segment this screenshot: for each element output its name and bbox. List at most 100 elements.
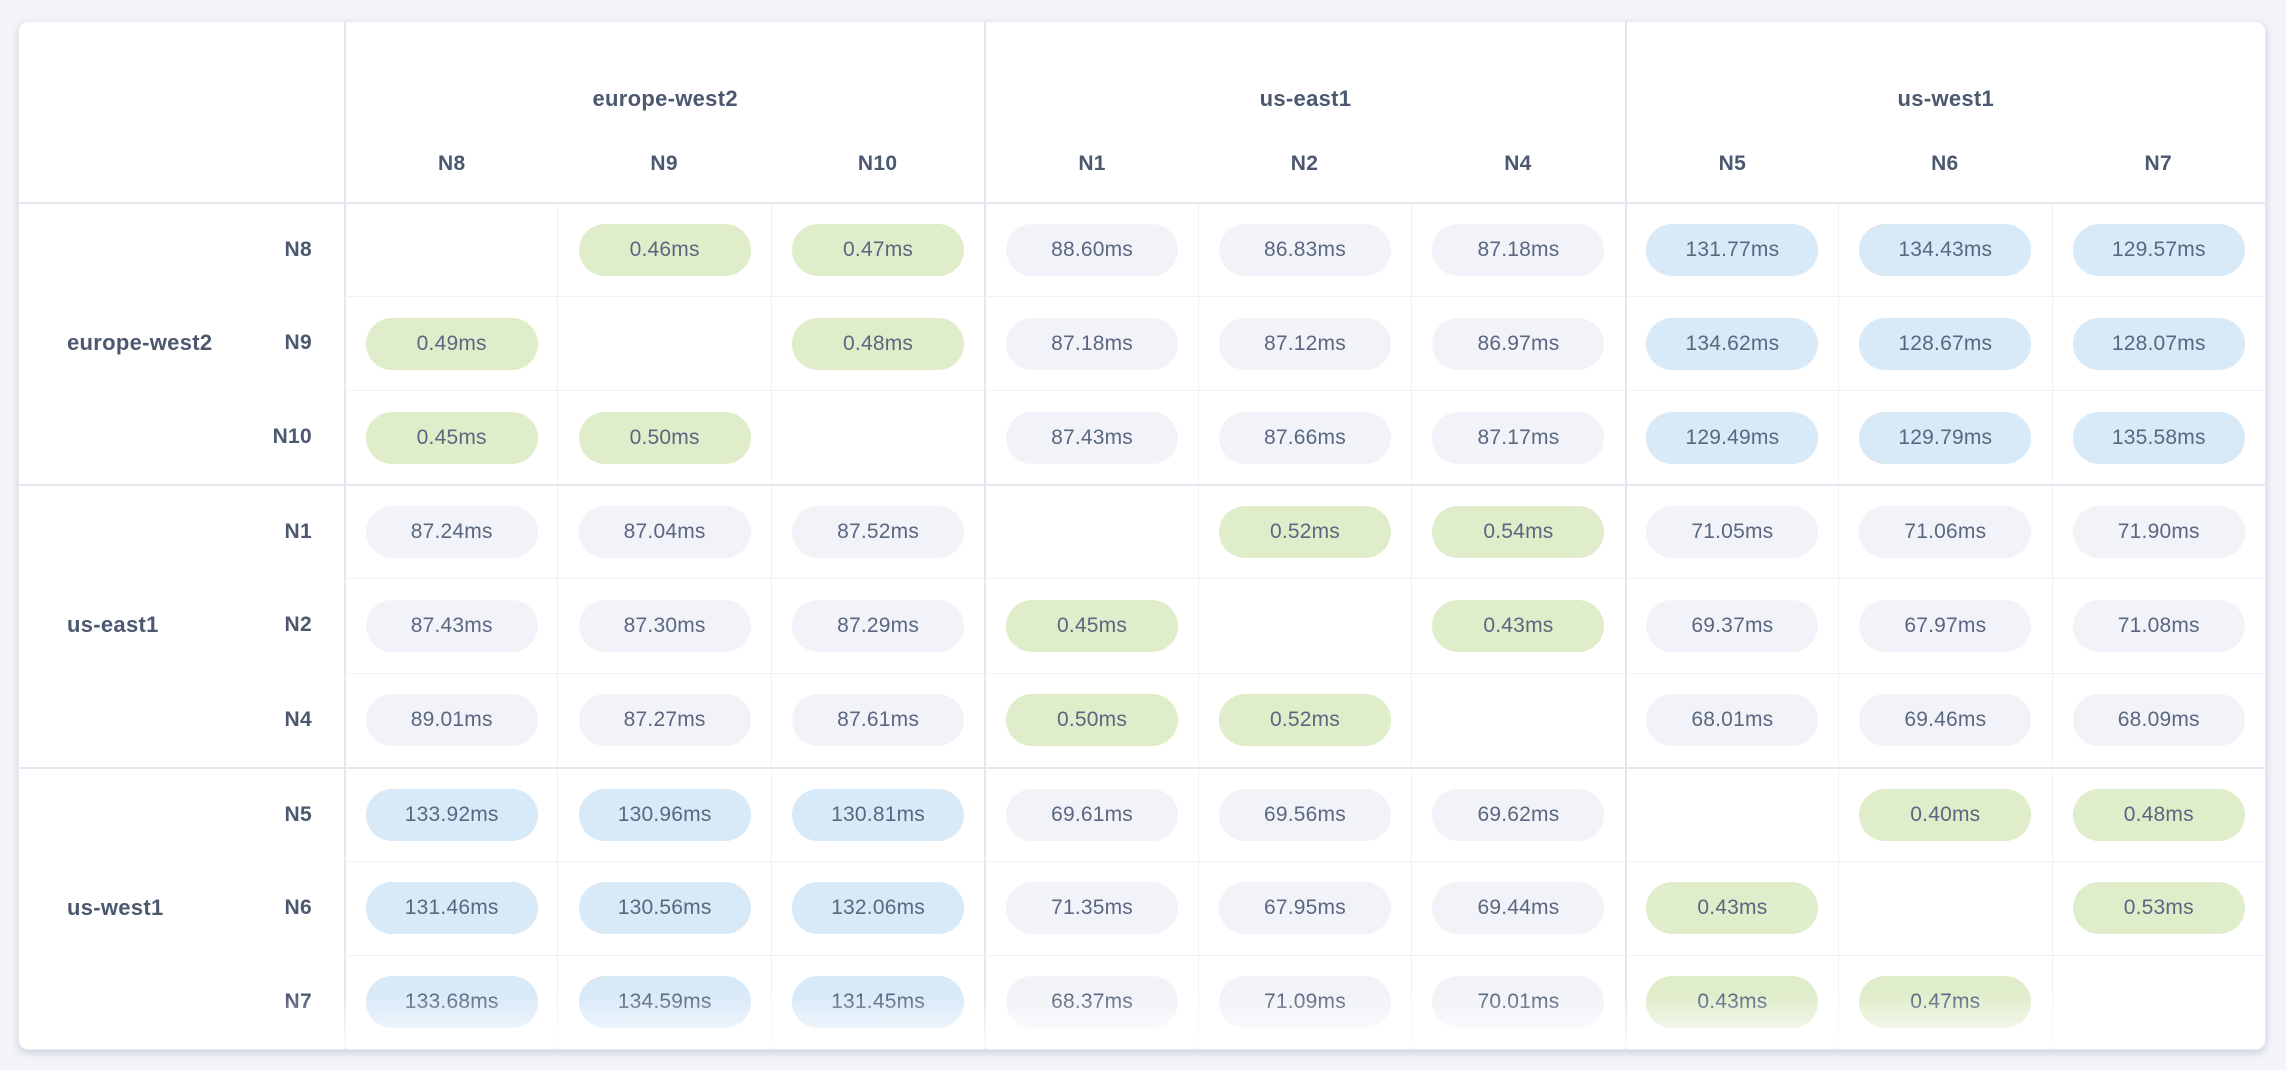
latency-cell-N10-N6: 129.79ms bbox=[1838, 390, 2052, 485]
latency-pill-N10-N9[interactable]: 0.50ms bbox=[578, 411, 751, 464]
latency-pill-N9-N7[interactable]: 128.07ms bbox=[2072, 317, 2245, 370]
latency-pill-N9-N5[interactable]: 134.62ms bbox=[1646, 317, 1819, 370]
latency-pill-N5-N10[interactable]: 130.81ms bbox=[792, 788, 965, 841]
latency-pill-N4-N10[interactable]: 87.61ms bbox=[792, 694, 965, 747]
latency-pill-N10-N1[interactable]: 87.43ms bbox=[1006, 411, 1179, 464]
latency-pill-N2-N4[interactable]: 0.43ms bbox=[1432, 599, 1605, 652]
latency-cell-N1-N4: 0.54ms bbox=[1411, 484, 1625, 579]
latency-cell-N9-N4: 86.97ms bbox=[1411, 296, 1625, 391]
latency-pill-N10-N8[interactable]: 0.45ms bbox=[365, 411, 538, 464]
latency-cell-N7-N1: 68.37ms bbox=[984, 954, 1198, 1049]
latency-pill-N4-N6[interactable]: 69.46ms bbox=[1859, 694, 2032, 747]
latency-pill-N7-N1[interactable]: 68.37ms bbox=[1006, 976, 1179, 1029]
latency-cell-N1-N1 bbox=[984, 484, 1198, 579]
latency-cell-N6-N1: 71.35ms bbox=[984, 860, 1198, 955]
latency-cell-N10-N5: 129.49ms bbox=[1624, 390, 1839, 485]
latency-pill-N7-N6[interactable]: 0.47ms bbox=[1859, 976, 2032, 1029]
latency-pill-N2-N6[interactable]: 67.97ms bbox=[1859, 599, 2032, 652]
latency-pill-N5-N4[interactable]: 69.62ms bbox=[1432, 788, 1605, 841]
latency-pill-N2-N8[interactable]: 87.43ms bbox=[365, 599, 538, 652]
latency-pill-N5-N6[interactable]: 0.40ms bbox=[1859, 788, 2032, 841]
latency-pill-N8-N10[interactable]: 0.47ms bbox=[792, 224, 965, 277]
latency-pill-N7-N5[interactable]: 0.43ms bbox=[1646, 976, 1819, 1029]
latency-pill-N2-N10[interactable]: 87.29ms bbox=[792, 599, 965, 652]
latency-pill-N5-N1[interactable]: 69.61ms bbox=[1006, 788, 1179, 841]
latency-cell-N2-N2 bbox=[1197, 578, 1412, 673]
latency-cell-N4-N4 bbox=[1411, 672, 1625, 767]
latency-pill-N10-N5[interactable]: 129.49ms bbox=[1646, 411, 1819, 464]
latency-cell-N2-N1: 0.45ms bbox=[984, 578, 1198, 673]
latency-pill-N7-N10[interactable]: 131.45ms bbox=[792, 976, 965, 1029]
latency-pill-N9-N8[interactable]: 0.49ms bbox=[365, 317, 538, 370]
latency-pill-N6-N1[interactable]: 71.35ms bbox=[1006, 882, 1179, 935]
latency-pill-N6-N7[interactable]: 0.53ms bbox=[2072, 882, 2245, 935]
latency-pill-N8-N7[interactable]: 129.57ms bbox=[2072, 224, 2245, 277]
latency-pill-N8-N1[interactable]: 88.60ms bbox=[1006, 224, 1179, 277]
latency-pill-N7-N2[interactable]: 71.09ms bbox=[1218, 976, 1391, 1029]
latency-pill-N2-N7[interactable]: 71.08ms bbox=[2072, 599, 2245, 652]
latency-cell-N5-N7: 0.48ms bbox=[2051, 766, 2265, 861]
latency-pill-N6-N8[interactable]: 131.46ms bbox=[365, 882, 538, 935]
latency-pill-N5-N9[interactable]: 130.96ms bbox=[578, 788, 751, 841]
latency-cell-N9-N10: 0.48ms bbox=[770, 296, 985, 391]
latency-pill-N8-N5[interactable]: 131.77ms bbox=[1646, 224, 1819, 277]
column-node-header-N8: N8 bbox=[344, 126, 557, 202]
latency-pill-N9-N1[interactable]: 87.18ms bbox=[1006, 317, 1179, 370]
latency-pill-N7-N8[interactable]: 133.68ms bbox=[365, 976, 538, 1029]
latency-pill-N1-N4[interactable]: 0.54ms bbox=[1432, 506, 1605, 559]
row-node-label-N5: N5 bbox=[284, 802, 312, 826]
latency-pill-N6-N4[interactable]: 69.44ms bbox=[1432, 882, 1605, 935]
latency-pill-N1-N5[interactable]: 71.05ms bbox=[1646, 506, 1819, 559]
latency-pill-N6-N5[interactable]: 0.43ms bbox=[1646, 882, 1819, 935]
latency-cell-N7-N7 bbox=[2051, 954, 2265, 1049]
latency-pill-N1-N6[interactable]: 71.06ms bbox=[1859, 506, 2032, 559]
column-node-header-N10: N10 bbox=[857, 152, 898, 175]
latency-pill-N1-N2[interactable]: 0.52ms bbox=[1218, 506, 1391, 559]
latency-pill-N10-N6[interactable]: 129.79ms bbox=[1859, 411, 2032, 464]
latency-cell-N2-N4: 0.43ms bbox=[1411, 578, 1625, 673]
row-node-label-N2: N2 bbox=[284, 613, 312, 637]
latency-pill-N10-N2[interactable]: 87.66ms bbox=[1218, 411, 1391, 464]
row-node-label-N6: N6 bbox=[284, 895, 312, 919]
row-node-label-N10: N10 bbox=[272, 425, 312, 449]
latency-cell-N4-N7: 68.09ms bbox=[2051, 672, 2265, 767]
latency-pill-N4-N9[interactable]: 87.27ms bbox=[578, 694, 751, 747]
latency-pill-N6-N2[interactable]: 67.95ms bbox=[1218, 882, 1391, 935]
latency-pill-N2-N5[interactable]: 69.37ms bbox=[1646, 599, 1819, 652]
latency-pill-N9-N6[interactable]: 128.67ms bbox=[1859, 317, 2032, 370]
latency-pill-N8-N2[interactable]: 86.83ms bbox=[1218, 224, 1391, 277]
row-region-label-us-east1: us-east1 bbox=[67, 612, 159, 638]
latency-pill-N4-N5[interactable]: 68.01ms bbox=[1646, 694, 1819, 747]
row-label-N4: N4 bbox=[19, 673, 344, 767]
latency-pill-N2-N1[interactable]: 0.45ms bbox=[1006, 599, 1179, 652]
latency-pill-N8-N6[interactable]: 134.43ms bbox=[1859, 224, 2032, 277]
latency-pill-N5-N2[interactable]: 69.56ms bbox=[1218, 788, 1391, 841]
latency-pill-N1-N7[interactable]: 71.90ms bbox=[2072, 506, 2245, 559]
latency-pill-N9-N2[interactable]: 87.12ms bbox=[1218, 317, 1391, 370]
latency-pill-N10-N4[interactable]: 87.17ms bbox=[1432, 411, 1605, 464]
latency-pill-N10-N7[interactable]: 135.58ms bbox=[2072, 411, 2245, 464]
latency-pill-N7-N4[interactable]: 70.01ms bbox=[1432, 976, 1605, 1029]
latency-pill-N1-N9[interactable]: 87.04ms bbox=[578, 506, 751, 559]
latency-pill-N6-N10[interactable]: 132.06ms bbox=[792, 882, 965, 935]
latency-pill-N1-N10[interactable]: 87.52ms bbox=[792, 506, 965, 559]
latency-cell-N9-N5: 134.62ms bbox=[1624, 296, 1839, 391]
latency-cell-N5-N4: 69.62ms bbox=[1411, 766, 1625, 861]
latency-pill-N4-N8[interactable]: 89.01ms bbox=[365, 694, 538, 747]
latency-cell-N10-N7: 135.58ms bbox=[2051, 390, 2265, 485]
latency-pill-N9-N4[interactable]: 86.97ms bbox=[1432, 317, 1605, 370]
latency-pill-N7-N9[interactable]: 134.59ms bbox=[578, 976, 751, 1029]
latency-pill-N4-N2[interactable]: 0.52ms bbox=[1218, 694, 1391, 747]
latency-pill-N2-N9[interactable]: 87.30ms bbox=[578, 599, 751, 652]
latency-pill-N9-N10[interactable]: 0.48ms bbox=[792, 317, 965, 370]
latency-pill-N8-N4[interactable]: 87.18ms bbox=[1432, 224, 1605, 277]
latency-cell-N1-N5: 71.05ms bbox=[1624, 484, 1839, 579]
latency-pill-N1-N8[interactable]: 87.24ms bbox=[365, 506, 538, 559]
latency-pill-N6-N9[interactable]: 130.56ms bbox=[578, 882, 751, 935]
latency-pill-N8-N9[interactable]: 0.46ms bbox=[578, 224, 751, 277]
latency-pill-N5-N7[interactable]: 0.48ms bbox=[2072, 788, 2245, 841]
latency-pill-N4-N7[interactable]: 68.09ms bbox=[2072, 694, 2245, 747]
latency-cell-N2-N6: 67.97ms bbox=[1838, 578, 2052, 673]
latency-pill-N4-N1[interactable]: 0.50ms bbox=[1006, 694, 1179, 747]
latency-pill-N5-N8[interactable]: 133.92ms bbox=[365, 788, 538, 841]
